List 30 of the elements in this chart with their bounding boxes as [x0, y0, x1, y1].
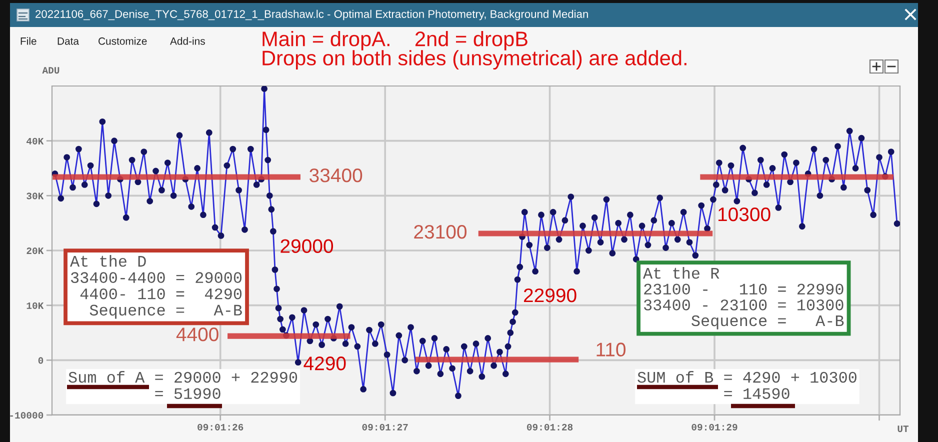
annotation: 23100: [414, 224, 467, 239]
annotation: At the D 33400-4400 = 29000 4400- 110 = 4290 Sequence = A-B: [70, 255, 242, 319]
annotation: 33400: [310, 168, 362, 182]
annotation: 4290: [304, 356, 346, 370]
y-tick-label: 30K: [26, 192, 44, 200]
annotation: At the R 23100 - 110 = 22990 33400 - 23100 = 10300 Sequence = A-B: [643, 267, 844, 330]
annotation: 22990: [524, 288, 576, 302]
text: Data: [58, 38, 80, 45]
x-tick-label: 09:01:29: [692, 424, 738, 430]
chart-title: 20221106_667_Denise_TYC_5768_01712_1_Bradshaw.lc - Optimal Extraction Photometry, Background Median: [36, 10, 588, 20]
text: File: [20, 37, 36, 45]
x-tick-label: 09:01:28: [526, 424, 573, 430]
text: Add-ins: [170, 37, 205, 45]
chart-subtitle: Main = dropA. 2nd = dropB Drops on both sides (unsymetrical) are added.: [262, 31, 686, 70]
annotation: 110: [596, 342, 626, 356]
y-tick-label: 40K: [26, 138, 44, 144]
x-tick-label: 09:01:26: [198, 424, 244, 430]
y-tick-label: 20K: [26, 248, 44, 254]
annotation: 10300: [718, 207, 770, 222]
y-tick-label: 10K: [26, 302, 44, 309]
annotation: 29000: [280, 239, 334, 253]
y-tick-label: 0: [38, 357, 44, 364]
annotation: SUM of B = 4290 + 10300 = 14590: [638, 371, 856, 400]
y-axis-title: ADU: [42, 67, 60, 74]
annotation: 4400: [176, 327, 218, 342]
x-axis-title: UT: [898, 426, 909, 432]
text: Customize: [98, 37, 147, 45]
y-tick-label: -10000: [10, 412, 44, 419]
x-tick-label: 09:01:27: [362, 424, 408, 430]
annotation: Sum of A = 29000 + 22990 = 51990: [68, 371, 298, 400]
